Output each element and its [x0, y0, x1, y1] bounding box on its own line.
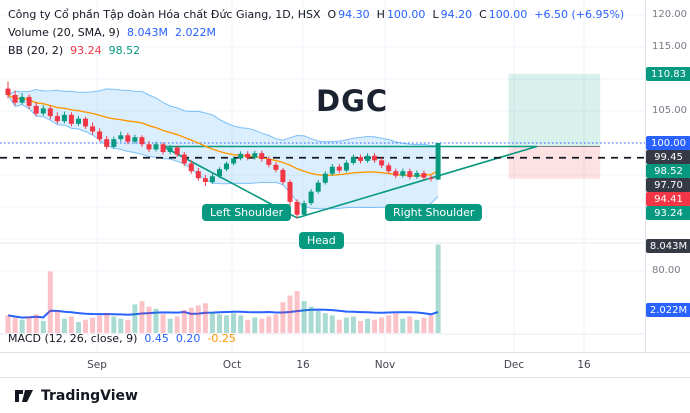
ohlc-low: L 94.20 — [432, 8, 473, 21]
right-shoulder-label[interactable]: Right Shoulder — [385, 204, 483, 221]
candles — [5, 81, 441, 219]
time-tick: Oct — [222, 359, 242, 371]
time-tick: Dec — [503, 359, 525, 371]
chart-canvas[interactable]: DGC Công ty Cổ phần Tập đoàn Hóa chất Đứ… — [0, 0, 645, 352]
macd-line-value: 0.20 — [175, 332, 201, 345]
price-axis[interactable]: 120.00 115.00 105.00 80.00 110.83 100.00 99.45… — [645, 0, 690, 352]
position-profit-zone — [508, 73, 601, 147]
time-tick: 16 — [577, 359, 591, 371]
price-badge: 98.52 — [646, 164, 690, 178]
time-tick: 16 — [296, 359, 310, 371]
time-axis[interactable]: Sep Oct 16 Nov Dec 16 — [0, 352, 690, 378]
macd-indicator-title: MACD (12, 26, close, 9) — [8, 332, 138, 345]
tradingview-brand-text[interactable]: TradingView — [41, 387, 138, 404]
price-badge: 94.41 — [646, 192, 690, 206]
price-badge: 110.83 — [646, 67, 690, 81]
bollinger-basis-line — [7, 94, 439, 177]
volume-indicator-title: Volume (20, SMA, 9) — [8, 26, 120, 39]
volume-sma-value: 2.022M — [174, 26, 216, 39]
price-badge: 8.043M — [646, 239, 690, 253]
price-tick: 120.00 — [652, 9, 687, 20]
price-tick: 115.00 — [652, 41, 687, 52]
volume-value: 8.043M — [126, 26, 168, 39]
bb-upper-value: 98.52 — [108, 44, 141, 57]
bb-indicator-title: BB (20, 2) — [8, 44, 64, 57]
macd-legend-row[interactable]: MACD (12, 26, close, 9) 0.45 0.20 -0.25 — [8, 332, 236, 345]
candlestick-chart[interactable] — [0, 0, 645, 352]
bb-lower-value: 93.24 — [70, 44, 102, 57]
ohlc-close: C 100.00 — [479, 8, 528, 21]
ohlc-open: O 94.30 — [327, 8, 370, 21]
tradingview-logo-icon[interactable] — [14, 387, 34, 405]
price-badge: 2.022M — [646, 303, 690, 317]
price-badge: 93.24 — [646, 206, 690, 220]
macd-signal-value: -0.25 — [207, 332, 236, 345]
volume-bars — [5, 244, 441, 333]
price-badge: 99.45 — [646, 150, 690, 164]
time-tick: Sep — [87, 359, 107, 371]
bb-legend-row[interactable]: BB (20, 2) 93.24 98.52 — [8, 44, 140, 57]
price-badge: 97.70 — [646, 178, 690, 192]
price-badge: 100.00 — [646, 136, 690, 150]
volume-legend-row[interactable]: Volume (20, SMA, 9) 8.043M 2.022M — [8, 26, 216, 39]
left-shoulder-label[interactable]: Left Shoulder — [202, 204, 292, 221]
symbol-legend-row[interactable]: Công ty Cổ phần Tập đoàn Hóa chất Đức Gi… — [8, 8, 624, 21]
volume-sma-line — [7, 308, 439, 319]
head-label[interactable]: Head — [299, 232, 344, 249]
price-tick: 105.00 — [652, 105, 687, 116]
symbol-watermark: DGC — [316, 84, 389, 118]
price-tick: 80.00 — [652, 265, 681, 276]
change-value: +6.50 (+6.95%) — [534, 8, 625, 21]
time-tick: Nov — [374, 359, 396, 371]
position-loss-zone — [508, 146, 601, 179]
macd-hist-value: 0.45 — [144, 332, 169, 345]
symbol-title: Công ty Cổ phần Tập đoàn Hóa chất Đức Gi… — [8, 8, 321, 21]
ohlc-high: H 100.00 — [376, 8, 426, 21]
bottom-toolbar: TradingView — [0, 377, 690, 413]
